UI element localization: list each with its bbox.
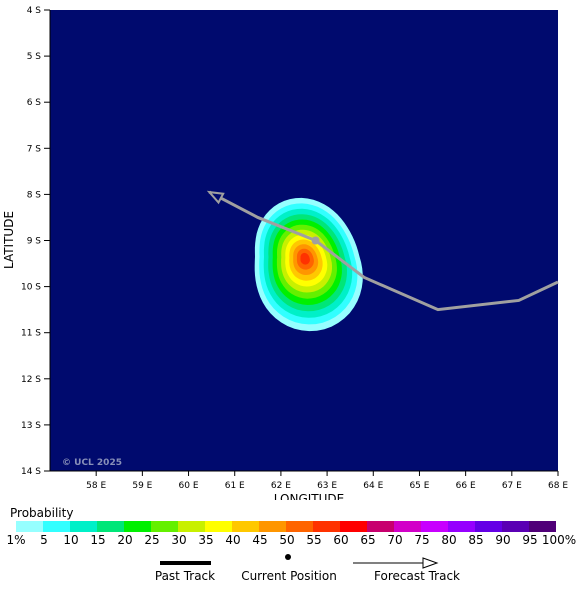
latitude-tick-label: 12 S bbox=[21, 375, 41, 385]
legend-swatch bbox=[448, 521, 475, 532]
legend-swatch bbox=[232, 521, 259, 532]
latitude-tick-label: 14 S bbox=[21, 467, 41, 477]
legend-label: 50 bbox=[279, 533, 295, 547]
longitude-tick-label: 61 E bbox=[225, 481, 245, 491]
legend-label: 85 bbox=[468, 533, 484, 547]
current-position-label: Current Position bbox=[241, 569, 337, 583]
latitude-tick-label: 9 S bbox=[27, 237, 42, 247]
legend-label: 30 bbox=[171, 533, 187, 547]
legend-label: 20 bbox=[117, 533, 133, 547]
legend-swatch bbox=[178, 521, 205, 532]
track-key: Past Track Current Position Forecast Tra… bbox=[0, 552, 580, 588]
longitude-tick-label: 60 E bbox=[179, 481, 199, 491]
latitude-ticks: 4 S 5 S 6 S 7 S 8 S 9 S 10 S 11 S 12 S 13 S 14 S bbox=[21, 6, 50, 477]
probability-legend-labels: 1% 5 10 15 20 25 30 35 40 45 50 55 60 65 70 75 80 85 90 95 1… bbox=[0, 533, 580, 549]
legend-swatch bbox=[367, 521, 394, 532]
latitude-tick-label: 11 S bbox=[21, 329, 41, 339]
legend-label: 25 bbox=[144, 533, 160, 547]
legend-swatch bbox=[421, 521, 448, 532]
longitude-tick-label: 59 E bbox=[132, 481, 152, 491]
longitude-ticks: 58 E 59 E 60 E 61 E 62 E 63 E 64 E 65 E 66 E 67 E… bbox=[86, 471, 568, 491]
legend-label: 90 bbox=[495, 533, 511, 547]
legend-label: 100% bbox=[541, 533, 577, 547]
forecast-arrow-head bbox=[206, 190, 225, 205]
legend-label: 55 bbox=[306, 533, 322, 547]
legend-swatch bbox=[529, 521, 556, 532]
legend-swatch bbox=[97, 521, 124, 532]
legend-label: 65 bbox=[360, 533, 376, 547]
legend-swatch bbox=[205, 521, 232, 532]
legend-swatch bbox=[124, 521, 151, 532]
longitude-tick-label: 68 E bbox=[548, 481, 568, 491]
past-track-label: Past Track bbox=[154, 569, 216, 583]
latitude-tick-label: 5 S bbox=[27, 52, 42, 62]
legend-swatch bbox=[340, 521, 367, 532]
legend-swatch bbox=[502, 521, 529, 532]
latitude-tick-label: 6 S bbox=[27, 98, 42, 108]
legend-swatch bbox=[151, 521, 178, 532]
track-layer bbox=[206, 190, 559, 312]
longitude-tick-label: 62 E bbox=[271, 481, 291, 491]
probability-field bbox=[254, 197, 363, 332]
legend-label: 80 bbox=[441, 533, 457, 547]
legend-label: 5 bbox=[40, 533, 48, 547]
longitude-tick-label: 64 E bbox=[363, 481, 383, 491]
legend-label: 15 bbox=[90, 533, 106, 547]
legend-label: 35 bbox=[198, 533, 214, 547]
legend-label: 40 bbox=[225, 533, 241, 547]
copyright-text: © UCL 2025 bbox=[62, 458, 122, 468]
current-position-marker bbox=[311, 236, 320, 245]
longitude-tick-label: 67 E bbox=[502, 481, 522, 491]
forecast-track-line bbox=[208, 190, 559, 312]
probability-color-bar bbox=[16, 521, 556, 532]
y-axis-title: LATITUDE bbox=[2, 211, 16, 269]
legend-label: 60 bbox=[333, 533, 349, 547]
legend-label: 1% bbox=[6, 533, 26, 547]
longitude-tick-label: 65 E bbox=[409, 481, 429, 491]
latitude-tick-label: 8 S bbox=[27, 190, 42, 200]
latitude-tick-label: 13 S bbox=[21, 421, 41, 431]
legend-swatch bbox=[313, 521, 340, 532]
x-axis-title: LONGITUDE bbox=[274, 492, 344, 500]
current-position-dot-icon bbox=[285, 554, 291, 560]
longitude-tick-label: 63 E bbox=[317, 481, 337, 491]
legend-label: 95 bbox=[522, 533, 538, 547]
legend-label: 75 bbox=[414, 533, 430, 547]
forecast-arrow-icon bbox=[353, 557, 439, 569]
legend-label: 45 bbox=[252, 533, 268, 547]
legend-swatch bbox=[70, 521, 97, 532]
legend-label: 70 bbox=[387, 533, 403, 547]
forecast-track-label: Forecast Track bbox=[374, 569, 460, 583]
legend-swatch bbox=[16, 521, 43, 532]
legend-swatch bbox=[259, 521, 286, 532]
latitude-tick-label: 10 S bbox=[21, 283, 41, 293]
past-track-line-icon bbox=[160, 561, 211, 565]
legend-swatch bbox=[286, 521, 313, 532]
latitude-tick-label: 4 S bbox=[27, 6, 42, 16]
legend-label: 10 bbox=[63, 533, 79, 547]
strike-probability-map: © UCL 2025 58 E 59 E 60 E 61 E 62 E 63 E 64 E 6… bbox=[2, 6, 568, 500]
longitude-tick-label: 58 E bbox=[86, 481, 106, 491]
probability-contour bbox=[300, 252, 310, 265]
legend-title: Probability bbox=[10, 506, 74, 520]
legend-swatch bbox=[394, 521, 421, 532]
legend-swatch bbox=[475, 521, 502, 532]
longitude-tick-label: 66 E bbox=[456, 481, 476, 491]
latitude-tick-label: 7 S bbox=[27, 144, 42, 154]
legend-swatch bbox=[43, 521, 70, 532]
